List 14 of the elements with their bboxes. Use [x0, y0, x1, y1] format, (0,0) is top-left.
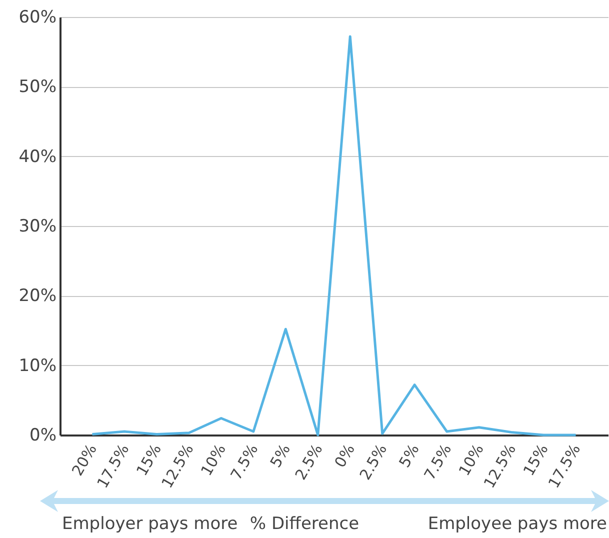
text: Employer pays more: [62, 514, 238, 534]
y-tick-label: 0%: [30, 426, 56, 446]
text: Employee pays more: [428, 514, 607, 534]
x-tick-label: 5%: [395, 441, 423, 471]
y-tick-label: 20%: [18, 286, 56, 306]
y-tick-label: 30%: [18, 216, 56, 236]
x-tick-label: 5%: [266, 441, 294, 471]
y-tick-label: 60%: [18, 8, 56, 28]
x-tick-label: 0%: [330, 441, 358, 471]
y-tick-label: 10%: [18, 356, 56, 376]
line-series: [90, 35, 578, 436]
y-tick-label: 40%: [18, 146, 56, 167]
y-tick-label: 50%: [18, 77, 56, 98]
x-axis-title: % Difference: [250, 514, 360, 534]
